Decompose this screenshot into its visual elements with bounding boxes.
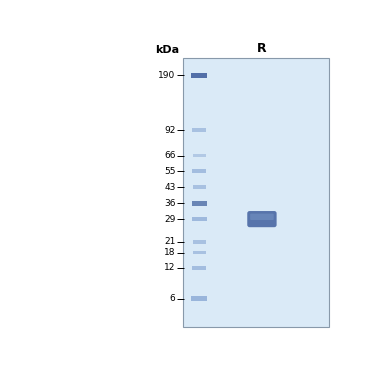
Text: 36: 36 xyxy=(164,199,176,208)
FancyBboxPatch shape xyxy=(193,186,206,189)
Text: 55: 55 xyxy=(164,166,176,176)
FancyBboxPatch shape xyxy=(183,58,329,327)
FancyBboxPatch shape xyxy=(193,154,206,158)
Text: 92: 92 xyxy=(164,126,176,135)
FancyBboxPatch shape xyxy=(192,128,206,132)
FancyBboxPatch shape xyxy=(192,296,207,301)
Text: 190: 190 xyxy=(158,71,176,80)
Text: 66: 66 xyxy=(164,151,176,160)
Text: R: R xyxy=(257,42,267,54)
FancyBboxPatch shape xyxy=(192,73,207,78)
Text: 21: 21 xyxy=(164,237,176,246)
Text: 18: 18 xyxy=(164,248,176,257)
FancyBboxPatch shape xyxy=(193,251,206,255)
FancyBboxPatch shape xyxy=(193,240,206,244)
FancyBboxPatch shape xyxy=(250,214,274,220)
FancyBboxPatch shape xyxy=(247,211,277,227)
FancyBboxPatch shape xyxy=(192,201,207,206)
Text: 43: 43 xyxy=(164,183,176,192)
FancyBboxPatch shape xyxy=(192,217,207,221)
Text: 29: 29 xyxy=(164,214,176,223)
Text: 12: 12 xyxy=(164,263,176,272)
Text: kDa: kDa xyxy=(155,45,179,55)
FancyBboxPatch shape xyxy=(192,169,206,173)
Text: 6: 6 xyxy=(170,294,176,303)
FancyBboxPatch shape xyxy=(192,266,206,270)
